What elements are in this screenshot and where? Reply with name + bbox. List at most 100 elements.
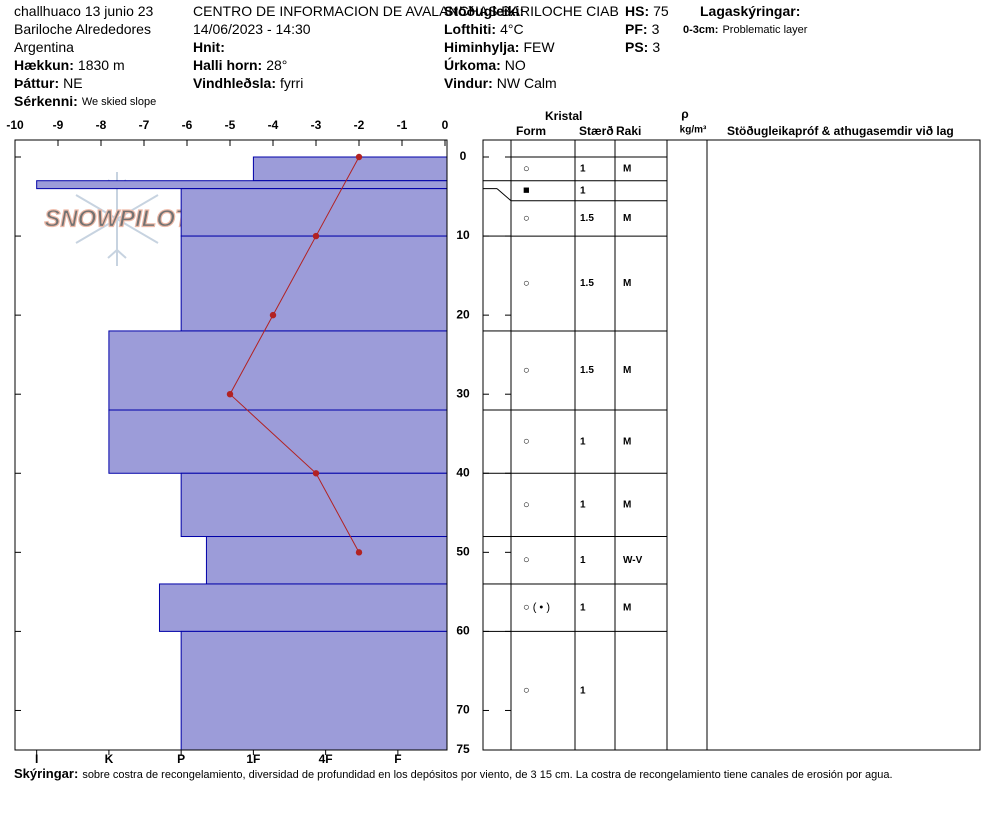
layer-connector (496, 188, 512, 202)
header-value: 4°C (500, 21, 524, 37)
y-tick-label: 75 (456, 742, 470, 756)
header-label: Vindhleðsla: (193, 75, 276, 91)
x-tick-label: -9 (53, 118, 64, 132)
header-field: PF: 3 (625, 21, 660, 37)
moisture: W-V (623, 555, 643, 566)
table-header: ρ (681, 107, 688, 121)
temperature-line (229, 156, 360, 553)
header-label: PS: (625, 39, 648, 55)
header-field: Vindhleðsla: fyrri (193, 75, 303, 91)
header-text: CENTRO DE INFORMACION DE AVALANCHAS BARI… (193, 3, 619, 19)
grain-size: 1.5 (580, 365, 594, 376)
header-field: Vindur: NW Calm (444, 75, 557, 91)
header-value: NW Calm (497, 75, 557, 91)
header-value: NE (63, 75, 82, 91)
header-label: Sérkenni: (14, 93, 78, 109)
table-frame (482, 139, 981, 751)
header-label: HS: (625, 3, 649, 19)
hardness-bar (108, 330, 448, 411)
footer: Skýringar: sobre costra de recongelamient… (14, 766, 893, 781)
x-tick-label: -7 (139, 118, 150, 132)
x-tick-label: -5 (225, 118, 236, 132)
y-tick-label: 50 (456, 545, 470, 559)
header-field: Þáttur: NE (14, 75, 83, 91)
header-value: fyrri (280, 75, 303, 91)
table-header: Stöðugleikapróf & athugasemdir við lag (727, 124, 954, 138)
header-value: 3 (652, 21, 660, 37)
grain-form: ○ (523, 499, 530, 511)
header-value: 75 (653, 3, 669, 19)
header-value: 3 (652, 39, 660, 55)
x-tick-label: -6 (182, 118, 193, 132)
header-label: Þáttur: (14, 75, 59, 91)
header-field: Argentina (14, 39, 74, 55)
header-label: Hækkun: (14, 57, 74, 73)
hardness-bar (108, 409, 448, 474)
hardness-bar (205, 536, 448, 585)
hardness-bar (180, 235, 448, 332)
hardness-tick-label: F (394, 752, 401, 766)
grain-form: ○ (523, 554, 530, 566)
header-field: Lagaskýringar: (700, 3, 800, 19)
x-tick-label: -4 (268, 118, 279, 132)
x-tick-label: 0 (442, 118, 449, 132)
header-field: Úrkoma: NO (444, 56, 526, 73)
grain-size: 1 (580, 185, 586, 196)
hardness-bar (36, 180, 448, 190)
header-field: Stöðugleiki: (444, 3, 524, 19)
grain-form: ○ (523, 364, 530, 376)
header-field: CENTRO DE INFORMACION DE AVALANCHAS BARI… (193, 3, 619, 19)
hardness-bar (158, 583, 448, 632)
temperature-point (269, 311, 277, 319)
header-field: 0-3cm: Problematic layer (683, 24, 808, 36)
header-label: Himinhylja: (444, 39, 519, 55)
hardness-tick-label: K (105, 752, 114, 766)
grain-size: 1 (580, 555, 586, 566)
y-tick-label: 40 (456, 465, 470, 479)
header-value: 1830 m (78, 57, 125, 73)
header-text: Bariloche Alrededores (14, 21, 151, 37)
grain-size: 1 (580, 685, 586, 696)
temperature-point (355, 549, 363, 556)
hardness-bar (180, 472, 448, 538)
header-label: PF: (625, 21, 648, 37)
grain-size: 1.5 (580, 213, 594, 224)
hardness-tick-label: 1F (246, 752, 260, 766)
grain-form: ○ (523, 685, 530, 697)
header-field: Bariloche Alrededores (14, 21, 151, 37)
grain-form: ○ (523, 436, 530, 448)
temperature-point (355, 153, 363, 161)
grain-size: 1 (580, 602, 586, 613)
moisture: M (623, 164, 631, 175)
header-label: Vindur: (444, 75, 493, 91)
grain-size: 1 (580, 164, 586, 175)
plot-frame (14, 139, 448, 751)
moisture: M (623, 602, 631, 613)
x-tick-label: -1 (397, 118, 408, 132)
hardness-tick-label: P (177, 752, 185, 766)
header-label: 0-3cm: (683, 24, 718, 36)
header-value: Problematic layer (722, 24, 807, 36)
logo: SNOWPILOT (44, 172, 193, 266)
header-field: Hækkun: 1830 m (14, 57, 125, 73)
logo-text: SNOWPILOT (44, 205, 192, 232)
hardness-bar (180, 630, 448, 751)
y-tick-label: 30 (456, 386, 470, 400)
header-field: Himinhylja: FEW (444, 39, 555, 55)
header-field: Lofthiti: 4°C (444, 21, 524, 37)
header-field: challhuaco 13 junio 23 (14, 3, 154, 19)
header-text: Argentina (14, 39, 74, 55)
table-header: Form (516, 124, 546, 138)
header-field: Halli horn: 28° (193, 57, 287, 73)
hardness-bar (180, 188, 448, 237)
x-tick-label: -8 (96, 118, 107, 132)
grain-form: ○ (523, 277, 530, 289)
footer-label: Skýringar: (14, 766, 78, 781)
temperature-point (312, 470, 320, 477)
y-tick-label: 70 (456, 703, 470, 717)
y-tick-label: 60 (456, 624, 470, 638)
header-value: NO (505, 57, 526, 73)
moisture: M (623, 365, 631, 376)
x-tick-label: -2 (354, 118, 365, 132)
